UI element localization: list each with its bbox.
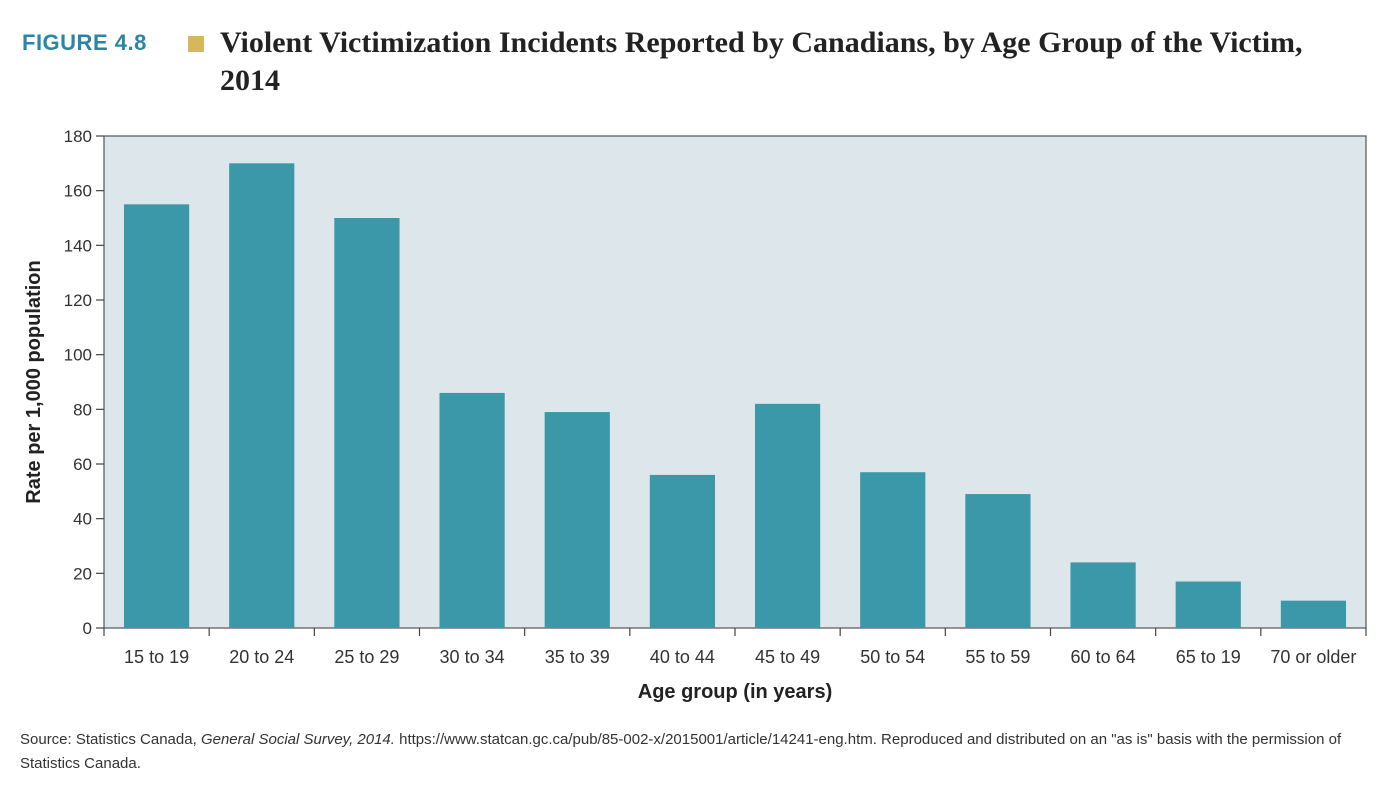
x-tick-label: 35 to 39 (545, 647, 610, 667)
figure-title: Violent Victimization Incidents Reported… (220, 26, 1303, 97)
bar (123, 204, 190, 628)
y-tick-label: 80 (73, 400, 92, 419)
bar (965, 494, 1031, 628)
x-tick-label: 55 to 59 (965, 647, 1030, 667)
y-tick-label: 160 (64, 182, 92, 201)
bar (334, 218, 400, 628)
y-tick-label: 100 (64, 346, 92, 365)
source-note: Source: Statistics Canada, General Socia… (20, 728, 1365, 776)
x-tick-label: 30 to 34 (440, 647, 505, 667)
y-tick-label: 140 (64, 236, 92, 255)
y-tick-label: 20 (73, 564, 92, 583)
source-prefix: Source: Statistics Canada, (20, 731, 201, 748)
x-tick-label: 50 to 54 (860, 647, 925, 667)
bar (1280, 600, 1347, 628)
bar (229, 163, 295, 629)
x-tick-label: 65 to 19 (1176, 647, 1241, 667)
bar (439, 392, 505, 628)
x-axis-label: Age group (in years) (638, 681, 832, 703)
x-tick-label: 25 to 29 (334, 647, 399, 667)
figure-label: FIGURE 4.8 (22, 30, 147, 55)
y-tick-label: 120 (64, 291, 92, 310)
y-tick-label: 0 (83, 619, 92, 638)
y-axis-label: Rate per 1,000 population (23, 260, 45, 503)
x-tick-label: 40 to 44 (650, 647, 715, 667)
x-tick-label: 70 or older (1270, 647, 1356, 667)
x-tick-label: 15 to 19 (124, 647, 189, 667)
figure-square-icon (188, 36, 204, 52)
bar (860, 472, 926, 628)
bar (1175, 581, 1241, 628)
x-tick-label: 60 to 64 (1071, 647, 1136, 667)
y-tick-label: 40 (73, 510, 92, 529)
bar (649, 474, 716, 628)
x-tick-label: 20 to 24 (229, 647, 294, 667)
bar (754, 403, 821, 628)
source-suffix: https://www.statcan.gc.ca/pub/85-002-x/2… (20, 731, 1342, 772)
y-tick-label: 60 (73, 455, 92, 474)
bar (1070, 562, 1136, 628)
bar-chart: 0 20 40 60 80 100 120 140 160 180 15 to 19 20 to 24… (23, 127, 1367, 703)
y-tick-label: 180 (64, 127, 92, 146)
source-title: General Social Survey, 2014. (200, 731, 395, 748)
bar (544, 412, 610, 628)
plot-area (103, 135, 1367, 629)
x-tick-label: 45 to 49 (755, 647, 820, 667)
